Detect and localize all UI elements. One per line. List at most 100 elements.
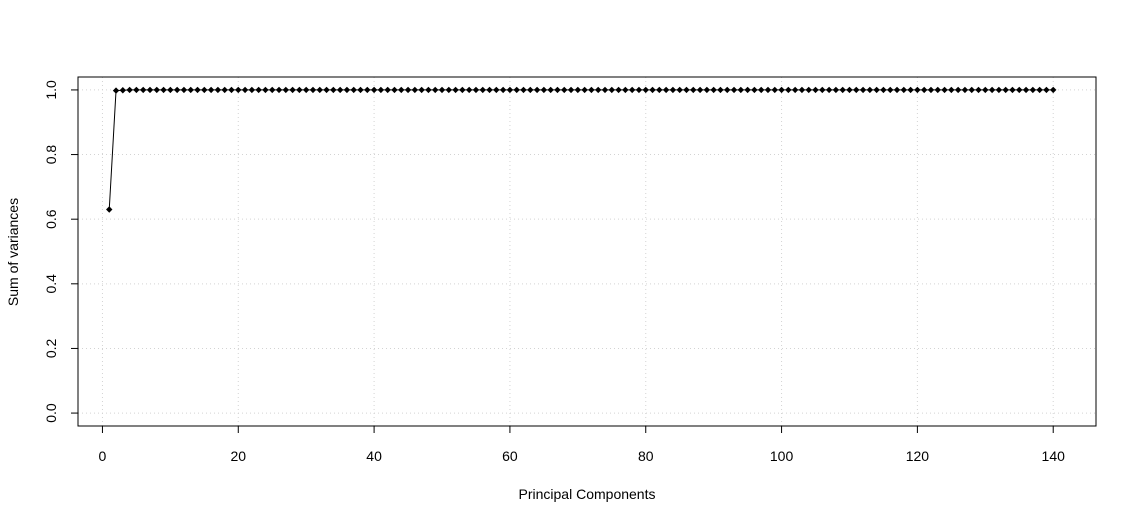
data-point (350, 86, 357, 94)
data-point (683, 86, 690, 94)
data-point (418, 86, 425, 94)
data-point (832, 86, 840, 94)
data-point (106, 206, 113, 213)
series-line (108, 89, 1054, 210)
data-point (173, 86, 181, 94)
plot-area-border (77, 76, 1097, 427)
data-point (499, 86, 507, 94)
data-point (336, 86, 344, 94)
data-point (540, 86, 548, 94)
data-point (873, 86, 880, 94)
data-point (825, 86, 833, 94)
data-point (791, 86, 799, 94)
data-point (771, 86, 778, 94)
data-point (805, 86, 812, 94)
x-axis-title: Principal Components (519, 486, 656, 502)
x-tick-label: 20 (230, 448, 246, 464)
data-point (866, 86, 874, 94)
data-point (126, 86, 133, 94)
data-point (581, 86, 588, 94)
data-point (357, 86, 364, 94)
data-point (561, 86, 568, 94)
data-point (717, 86, 724, 94)
data-point (377, 86, 385, 94)
data-point (404, 86, 412, 94)
y-axis-title: Sum of variances (5, 198, 21, 306)
data-point (269, 86, 276, 94)
data-point (656, 86, 663, 94)
x-tick-label: 80 (638, 448, 654, 464)
data-point (595, 86, 602, 94)
data-point (296, 86, 303, 94)
data-point (635, 86, 643, 94)
data-point (167, 86, 174, 94)
data-point (859, 86, 867, 94)
series-cumulative-variance (106, 86, 1057, 213)
data-point (513, 86, 520, 94)
data-point (235, 86, 242, 94)
data-point (289, 86, 296, 94)
data-point (690, 86, 697, 94)
x-axis: 0 20 40 60 80 100 120 140 (99, 425, 1066, 464)
data-point (248, 86, 256, 94)
data-point (445, 86, 452, 94)
data-point (696, 86, 704, 94)
data-point (982, 86, 989, 94)
data-point (214, 86, 222, 94)
data-point (364, 86, 371, 94)
x-tick-label: 140 (1042, 448, 1066, 464)
y-tick-label: 1.0 (43, 80, 59, 100)
data-point (608, 86, 615, 94)
data-point (567, 86, 575, 94)
data-point (710, 86, 717, 94)
data-point (384, 86, 391, 94)
data-point (472, 86, 480, 94)
data-point (146, 86, 154, 94)
data-point (228, 86, 235, 94)
data-point (302, 86, 310, 94)
data-point (1043, 86, 1050, 94)
data-point (995, 86, 1003, 94)
data-point (112, 87, 120, 94)
data-point (920, 86, 928, 94)
data-point (119, 87, 127, 94)
x-tick-label: 100 (770, 448, 794, 464)
data-point (615, 86, 622, 94)
data-point (737, 86, 745, 94)
data-point (724, 86, 731, 94)
data-point (275, 86, 283, 94)
data-point (601, 86, 609, 94)
data-point (187, 86, 194, 94)
data-point (1009, 86, 1016, 94)
data-point (139, 86, 147, 94)
data-point (411, 86, 419, 94)
data-point (588, 86, 595, 94)
data-point (506, 86, 514, 94)
data-point (744, 86, 751, 94)
data-point (194, 86, 201, 94)
data-point (398, 86, 405, 94)
data-point (785, 86, 792, 94)
data-point (839, 86, 846, 94)
grid-lines (78, 77, 1096, 426)
x-tick-label: 0 (99, 448, 107, 464)
data-point (975, 86, 982, 94)
data-point (622, 86, 629, 94)
data-point (520, 86, 527, 94)
data-point (961, 86, 969, 94)
data-point (201, 86, 208, 94)
data-point (309, 86, 317, 94)
y-tick-label: 0.8 (43, 145, 59, 165)
data-point (948, 86, 955, 94)
data-point (282, 86, 290, 94)
data-point (323, 86, 330, 94)
data-point (133, 86, 140, 94)
data-point (662, 86, 670, 94)
data-point (757, 86, 765, 94)
data-point (941, 86, 948, 94)
data-point (221, 86, 228, 94)
data-point (642, 86, 649, 94)
data-point (676, 86, 683, 94)
data-point (533, 86, 541, 94)
